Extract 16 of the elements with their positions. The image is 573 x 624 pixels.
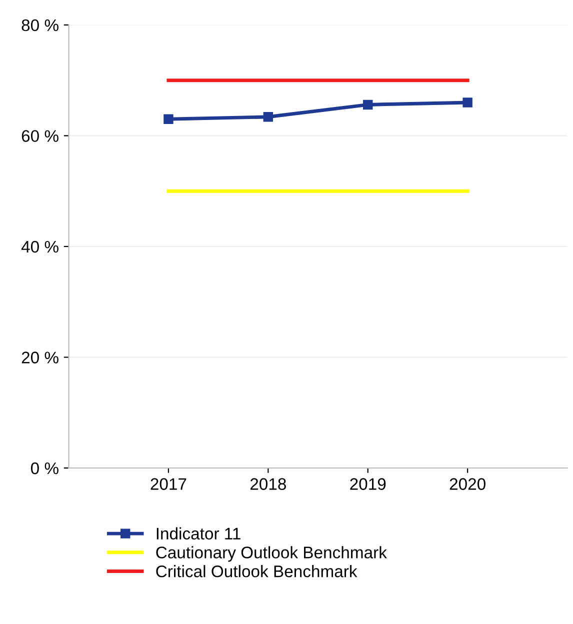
legend-label: Critical Outlook Benchmark (156, 565, 358, 578)
y-tick-label: 0 % (30, 462, 58, 474)
x-tick-label: 2019 (350, 478, 386, 490)
legend-label: Indicator 11 (156, 527, 240, 540)
point (363, 100, 373, 110)
x-tick-label: 2020 (450, 478, 486, 490)
y-tick-label: 80 % (22, 19, 58, 32)
y-tick-label: 40 % (21, 240, 58, 253)
x-tick-label: 2017 (150, 478, 186, 490)
y-tick-label: 20 % (22, 352, 58, 364)
point (164, 114, 174, 124)
legend-label: Cautionary Outlook Benchmark (156, 546, 387, 562)
y-tick-label: 60 % (22, 130, 58, 142)
point (462, 98, 472, 108)
point (263, 112, 274, 122)
x-tick-label: 2018 (250, 478, 286, 490)
